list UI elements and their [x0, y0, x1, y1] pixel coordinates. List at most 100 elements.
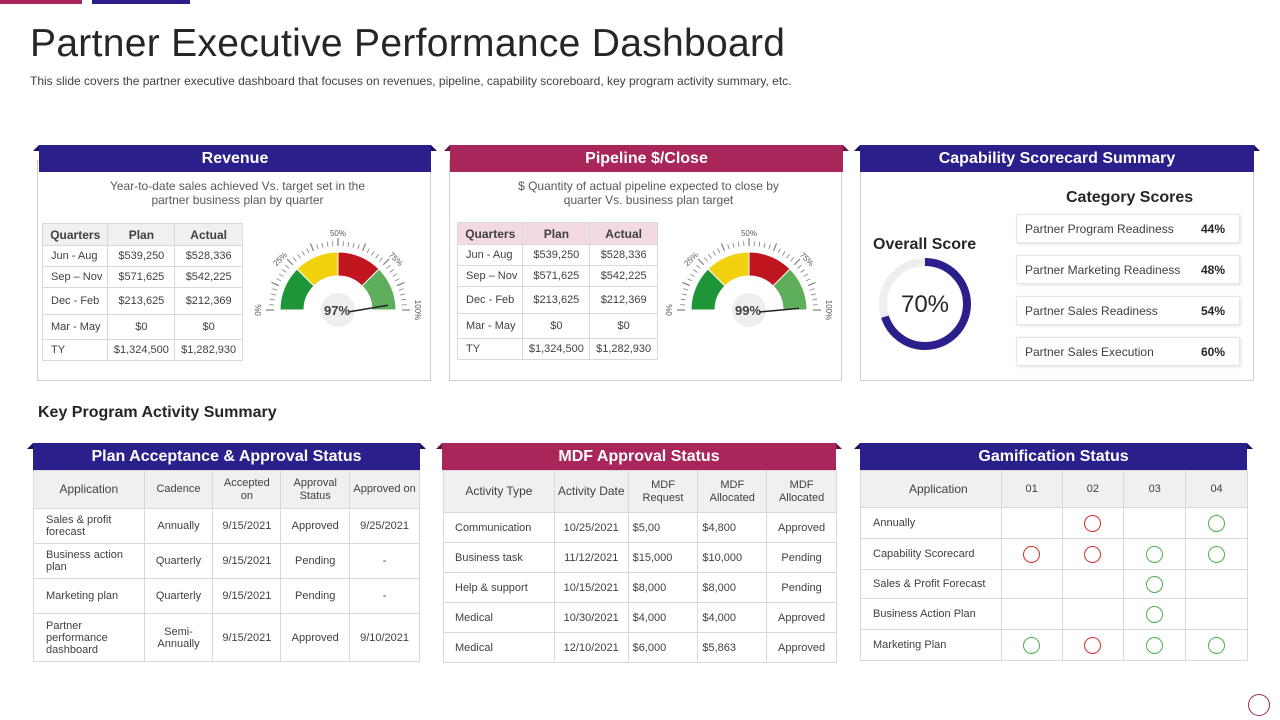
pipeline-description: $ Quantity of actual pipeline expected t… [500, 179, 797, 207]
gauge-ticks [266, 238, 410, 311]
pipeline-col-quarters: Quarters [456, 222, 524, 245]
table-cell: 9/25/2021 [349, 508, 420, 544]
gauge-tick-mark [758, 241, 761, 247]
table-row: Communication 10/25/2021 $5,00 $4,800 Approv… [443, 512, 837, 543]
gauge-tick-mark [680, 298, 686, 301]
table-cell: $4,800 [697, 512, 768, 543]
page-title: Partner Executive Performance Dashboard [30, 22, 786, 65]
category-name: Partner Sales Readiness [1025, 304, 1158, 318]
gauge-tick-mark [777, 248, 781, 254]
table-cell [1061, 507, 1125, 539]
category-score-row: Partner Sales Readiness 54% [1016, 296, 1240, 325]
mdf-approval-header: MDF Approval Status [436, 443, 842, 470]
table-cell: $8,000 [697, 572, 768, 603]
gamification-table: Application 01 02 03 04 Annually Capabili… [860, 470, 1248, 661]
table-cell: 12/10/2021 [553, 632, 629, 663]
table-row: Business task 11/12/2021 $15,000 $10,000 Pen… [443, 542, 837, 573]
green-ring-icon [1146, 545, 1164, 563]
gauge-value: 97% [324, 303, 350, 318]
overall-score-svg: 70% [879, 258, 971, 350]
pipeline-table: Quarters Plan Actual Jun - Aug $539,250 $5… [456, 222, 658, 360]
gauge-ticks [677, 238, 821, 311]
revenue-table: Quarters Plan Actual Jun - Aug $539,250 $5… [41, 223, 243, 361]
table-cell: Sep – Nov [41, 266, 109, 288]
table-cell [1061, 569, 1125, 599]
table-cell: 9/15/2021 [212, 508, 282, 544]
gauge-tick-mark [768, 244, 771, 250]
gauge-tick-mark [800, 269, 806, 273]
revenue-description: Year-to-date sales achieved Vs. target s… [90, 179, 385, 207]
table-cell: Mar - May [456, 313, 524, 339]
table-cell: $212,369 [174, 287, 243, 315]
gauge-tick-mark [297, 253, 301, 259]
green-ring-icon [1023, 636, 1041, 654]
gauge-tick-mark [727, 244, 730, 250]
table-cell: $528,336 [174, 245, 243, 267]
pipeline-gauge: 99% 0% 25% 50% 75% 100% [665, 228, 835, 328]
table-cell: Jun - Aug [456, 244, 524, 266]
gauge-tick-25: 25% [271, 250, 289, 268]
table-row: Dec - Feb $213,625 $212,369 [41, 287, 243, 315]
category-name: Partner Program Readiness [1025, 222, 1174, 236]
gauge-tick-mark [732, 242, 735, 248]
table-cell [1000, 569, 1063, 599]
table-cell: Dec - Feb [456, 286, 524, 314]
table-row: Marketing Plan [860, 629, 1248, 661]
gauge-tick-mark [683, 288, 689, 291]
gauge-segment-lightgreen [772, 268, 808, 311]
table-cell: $542,225 [174, 266, 243, 288]
gauge-tick-mark [809, 288, 815, 291]
table-row: Sales & profit forecast Annually 9/15/2021… [33, 508, 420, 544]
gauge-tick-0: 0% [665, 304, 674, 316]
key-program-activity-label: Key Program Activity Summary [38, 404, 277, 421]
category-score: 48% [1200, 263, 1225, 277]
table-cell: $5,00 [627, 512, 699, 543]
table-cell: $571,625 [107, 266, 176, 288]
table-row: Marketing plan Quarterly 9/15/2021 Pending - [33, 578, 420, 614]
gauge-tick-mark [772, 243, 778, 252]
gauge-tick-mark [375, 253, 379, 259]
gamification-col-04: 04 [1185, 470, 1248, 508]
gauge-tick-50: 50% [741, 229, 757, 238]
gauge-tick-mark [286, 258, 294, 266]
mdf-col-mdf-allocated: MDF Allocated [697, 470, 768, 513]
gauge-tick-mark [371, 250, 375, 256]
table-row: Help & support 10/15/2021 $8,000 $8,000 Pend… [443, 572, 837, 603]
table-cell: $1,282,930 [589, 338, 658, 360]
table-cell: 10/15/2021 [553, 572, 629, 603]
table-cell: $4,000 [697, 602, 768, 633]
table-row: Dec - Feb $213,625 $212,369 [456, 286, 658, 314]
gauge-tick-mark [681, 293, 687, 296]
gauge-tick-mark [278, 273, 284, 277]
overall-score-donut: 70% [877, 256, 973, 352]
pipeline-description-line2: quarter Vs. business plan target [563, 193, 734, 207]
gauge-tick-mark [811, 293, 817, 296]
gauge-tick-mark [712, 250, 716, 256]
table-cell: $8,000 [627, 572, 699, 603]
table-cell: Approved [280, 613, 351, 662]
table-cell: Pending [280, 543, 351, 579]
table-row: Medical 10/30/2021 $4,000 $4,000 Approved [443, 602, 837, 633]
table-cell: TY [456, 338, 524, 360]
gauge-tick-mark [401, 298, 407, 301]
category-name: Partner Marketing Readiness [1025, 263, 1181, 277]
gauge-needle [347, 304, 388, 313]
gauge-tick-mark [396, 281, 405, 287]
accent-bar-maroon [0, 0, 82, 4]
green-ring-icon [1146, 636, 1164, 654]
gauge-tick-75: 75% [798, 250, 816, 268]
gauge-tick-mark [398, 288, 404, 291]
table-cell: $528,336 [589, 244, 658, 266]
table-cell: Medical [443, 632, 555, 663]
table-cell [1185, 538, 1248, 570]
table-row: Sep – Nov $571,625 $542,225 [456, 265, 658, 287]
gauge-tick-mark [692, 269, 698, 273]
red-ring-icon [1084, 636, 1102, 654]
gauge-tick-mark [682, 281, 691, 287]
table-cell: Capability Scorecard [860, 538, 1002, 570]
table-row: Sales & Profit Forecast [860, 569, 1248, 599]
gauge-tick-mark [292, 257, 297, 262]
gamification-col-02: 02 [1061, 470, 1125, 508]
table-cell: $1,324,500 [522, 338, 591, 360]
gauge-tick-mark [285, 264, 290, 269]
